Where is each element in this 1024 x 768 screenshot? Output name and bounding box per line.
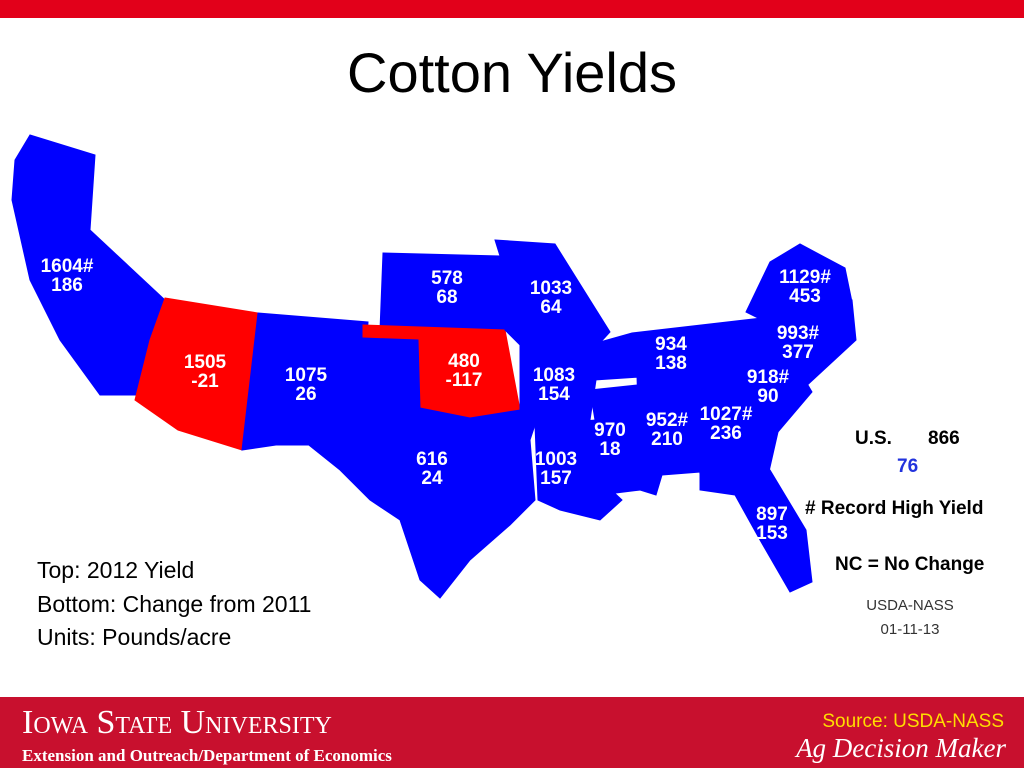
state-yield: 578: [431, 268, 463, 289]
state-change: 68: [436, 287, 457, 308]
us-yield: 866: [928, 428, 960, 449]
note: Units: Pounds/acre: [37, 624, 231, 650]
us-change: 76: [897, 456, 918, 477]
state-yield: 993#: [777, 323, 820, 344]
state-yield: 934: [655, 334, 687, 355]
state-change: 236: [710, 423, 742, 444]
state-change: 153: [756, 523, 788, 544]
note: Bottom: Change from 2011: [37, 591, 311, 617]
state-yield: 1033: [530, 278, 572, 299]
state-change: 64: [540, 297, 562, 318]
state-change: 90: [757, 386, 778, 407]
state-change: 26: [295, 384, 316, 405]
state-yield: 1075: [285, 365, 328, 386]
state: [730, 369, 813, 433]
state-yield: 1083: [533, 365, 575, 386]
state-change: 157: [540, 468, 572, 489]
legend-no-change: NC = No Change: [835, 554, 984, 575]
state-change: -117: [446, 370, 483, 391]
state-yield: 1129#: [779, 267, 831, 288]
state-change: 210: [651, 429, 683, 450]
footer-band: [0, 697, 1024, 768]
state: [699, 469, 813, 593]
state-change: 18: [599, 439, 620, 460]
top-bar: [0, 0, 1024, 18]
state-yield: 480: [448, 351, 480, 372]
state-yield: 1027#: [700, 404, 753, 425]
state: [303, 337, 536, 599]
note: Top: 2012 Yield: [37, 557, 194, 583]
state-change: 453: [789, 286, 821, 307]
university: Iowa State University: [22, 704, 332, 741]
footer-source: Source: USDA-NASS: [822, 711, 1004, 732]
state-change: 377: [782, 342, 814, 363]
title: Cotton Yields: [347, 41, 677, 104]
state-change: 186: [51, 275, 83, 296]
state-yield: 952#: [646, 410, 689, 431]
state: [11, 134, 166, 396]
state-yield: 897: [756, 504, 788, 525]
state-change: 154: [538, 384, 570, 405]
state-change: 138: [655, 353, 687, 374]
brand: Ag Decision Maker: [794, 733, 1006, 763]
state-yield: 1003: [535, 449, 577, 470]
department: Extension and Outreach/Department of Eco…: [22, 746, 392, 765]
state-change: -21: [191, 371, 219, 392]
state-yield: 970: [594, 420, 626, 441]
legend-record: # Record High Yield: [805, 498, 983, 519]
us-label: U.S.: [855, 428, 892, 449]
legend-date: 01-11-13: [881, 621, 940, 638]
state-yield: 616: [416, 449, 448, 470]
state-yield: 918#: [747, 367, 790, 388]
state-yield: 1505: [184, 352, 227, 373]
legend-source: USDA-NASS: [866, 597, 954, 614]
state-change: 24: [421, 468, 443, 489]
state-yield: 1604#: [41, 256, 94, 277]
